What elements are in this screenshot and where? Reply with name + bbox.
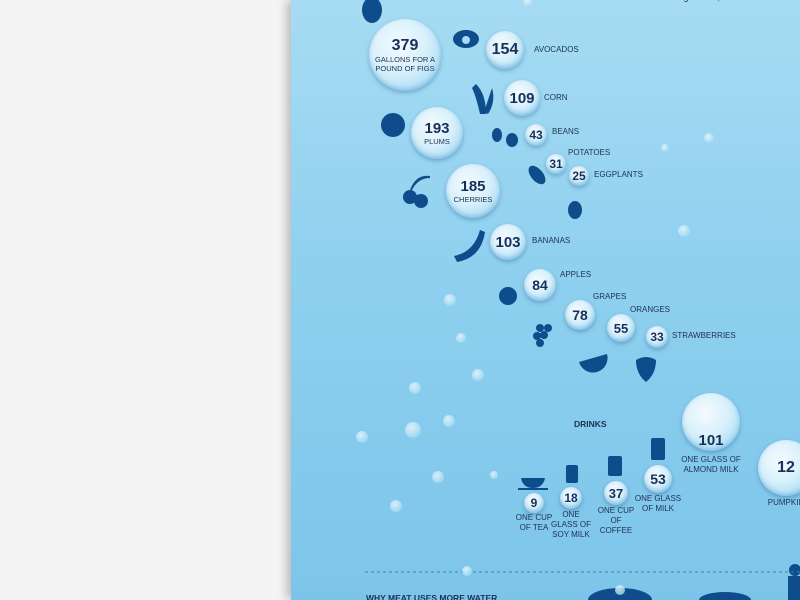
gallons-number: 12 — [777, 459, 795, 476]
gallons-number: 185 — [460, 178, 486, 195]
droplet — [390, 500, 402, 512]
gallons-number: 78 — [572, 307, 588, 323]
item-label: CORN — [544, 93, 568, 102]
item-label: ONE GLASS OF SOY MILK — [550, 510, 591, 539]
item-label: EGGPLANTS — [594, 170, 643, 179]
water-bubble: 43 — [525, 124, 547, 146]
water-bubble: 379 GALLONS FOR A POUND OF FIGS — [369, 19, 441, 91]
droplet — [661, 144, 669, 152]
gallons-number: 25 — [572, 169, 586, 183]
gallons-number: 109 — [509, 89, 535, 107]
water-bubble: 101 — [682, 393, 740, 451]
water-bubble: 154 — [486, 31, 524, 69]
gallons-number: 84 — [532, 277, 548, 293]
item-label: AVOCADOS — [534, 45, 579, 54]
gallons-number: 18 — [564, 491, 578, 505]
gallons-number: 379 — [391, 37, 419, 54]
droplet — [356, 431, 368, 443]
droplet — [615, 585, 625, 595]
item-label: PUMPKIN — [767, 498, 800, 507]
gallons-number: 154 — [491, 41, 519, 58]
item-label: STRAWBERRIES — [672, 331, 736, 340]
item-label: ORANGES — [630, 305, 671, 314]
item-label: APPLES — [560, 270, 592, 279]
gallons-number: 103 — [495, 233, 521, 251]
item-label: ONE GLASS OF MILK — [634, 494, 682, 513]
droplet — [472, 369, 484, 381]
droplet — [462, 566, 472, 576]
item-label: BEANS — [552, 127, 580, 136]
water-bubble: 33 — [646, 326, 668, 348]
gallons-number: 33 — [650, 330, 664, 344]
item-label: ONE CUP OF COFFEE — [597, 506, 635, 535]
gallons-number: 53 — [650, 471, 666, 487]
item-label: PLUMS — [424, 137, 450, 146]
item-label: POTATOES — [568, 148, 611, 157]
water-bubble: 18 — [560, 487, 582, 509]
gallons-number: 9 — [530, 496, 538, 510]
gallons-number: 43 — [529, 128, 543, 142]
item-label: GRAPES — [593, 292, 627, 301]
droplet — [678, 225, 690, 237]
droplet — [432, 471, 444, 483]
gallons-number: 55 — [613, 320, 629, 336]
item-label: GALLONS FOR A POUND OF FIGS — [374, 55, 436, 73]
droplet — [523, 0, 533, 7]
gallons-number: 37 — [608, 485, 624, 501]
gallons-number: 193 — [424, 120, 450, 137]
item-label: CHERRIES — [453, 195, 493, 204]
water-bubble: 109 — [504, 80, 540, 116]
water-bubble: 25 — [569, 166, 589, 186]
water-bubble: 12 — [758, 440, 800, 496]
gallons-number: 101 — [698, 432, 724, 449]
water-bubble: 53 — [644, 465, 672, 493]
item-label: BANANAS — [532, 236, 571, 245]
water-bubble: 37 — [604, 481, 628, 505]
section-heading: WHY MEAT USES MORE WATER — [366, 593, 498, 600]
water-bubble: 103 — [490, 224, 526, 260]
section-heading: DRINKS — [574, 419, 607, 429]
water-bubble: 31 — [546, 154, 566, 174]
droplet — [704, 133, 714, 143]
droplet — [443, 415, 455, 427]
item-label: ONE GLASS OF ALMOND MILK — [681, 455, 741, 474]
water-bubble: 9 — [524, 493, 544, 513]
droplet — [405, 422, 421, 438]
item-label: ONE CUP OF TEA — [515, 513, 553, 532]
water-bubble: 78 — [565, 300, 595, 330]
droplet — [490, 471, 498, 479]
gallons-number: 31 — [549, 157, 563, 171]
water-bubble: 55 — [607, 314, 635, 342]
droplet — [456, 333, 466, 343]
droplet — [409, 382, 421, 394]
droplet — [444, 294, 456, 306]
water-bubble: 193 PLUMS — [411, 107, 463, 159]
water-bubble: 185 CHERRIES — [446, 164, 500, 218]
water-bubble: 84 — [524, 269, 556, 301]
intro-fragment: vegetables, and seeds to — [674, 0, 774, 2]
